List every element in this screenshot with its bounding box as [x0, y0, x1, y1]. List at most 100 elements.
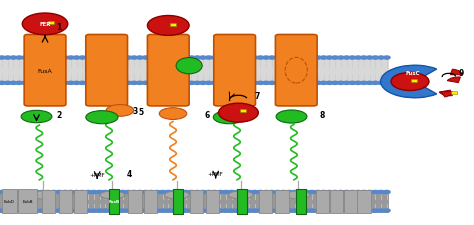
Wedge shape: [447, 78, 460, 83]
Circle shape: [246, 57, 252, 60]
Circle shape: [182, 191, 189, 194]
Circle shape: [73, 209, 80, 212]
FancyBboxPatch shape: [24, 35, 66, 106]
Circle shape: [383, 82, 390, 85]
Circle shape: [4, 82, 11, 85]
Text: FusC: FusC: [405, 71, 419, 76]
Circle shape: [372, 191, 379, 194]
Circle shape: [349, 191, 356, 194]
Circle shape: [240, 209, 246, 212]
Circle shape: [39, 209, 46, 212]
Circle shape: [286, 191, 292, 194]
Circle shape: [50, 191, 57, 194]
Circle shape: [96, 82, 103, 85]
Circle shape: [85, 82, 91, 85]
Circle shape: [223, 82, 229, 85]
Circle shape: [343, 209, 350, 212]
Circle shape: [383, 209, 390, 212]
Circle shape: [154, 209, 160, 212]
Circle shape: [39, 57, 46, 60]
Circle shape: [309, 209, 315, 212]
Circle shape: [315, 57, 321, 60]
Bar: [18, 189, 37, 213]
Bar: [59, 190, 72, 213]
Circle shape: [228, 209, 235, 212]
Circle shape: [372, 209, 379, 212]
Circle shape: [91, 82, 97, 85]
Circle shape: [269, 209, 275, 212]
Circle shape: [280, 57, 287, 60]
Circle shape: [378, 191, 384, 194]
Circle shape: [125, 209, 132, 212]
Ellipse shape: [285, 191, 310, 199]
Circle shape: [102, 82, 109, 85]
Ellipse shape: [228, 191, 253, 199]
Ellipse shape: [100, 191, 125, 199]
Text: 1: 1: [56, 22, 62, 32]
Text: 4: 4: [127, 169, 132, 178]
Circle shape: [217, 209, 224, 212]
Circle shape: [280, 209, 287, 212]
Circle shape: [177, 82, 183, 85]
Circle shape: [27, 191, 34, 194]
Circle shape: [108, 209, 114, 212]
Circle shape: [378, 82, 384, 85]
Circle shape: [343, 191, 350, 194]
Text: +PMF: +PMF: [89, 172, 105, 177]
Circle shape: [45, 82, 51, 85]
Text: +PMF: +PMF: [208, 171, 224, 176]
Text: ExbB: ExbB: [22, 199, 33, 203]
Circle shape: [194, 57, 201, 60]
Circle shape: [292, 191, 298, 194]
Circle shape: [246, 82, 252, 85]
Text: ExbD: ExbD: [4, 199, 15, 203]
Circle shape: [378, 57, 384, 60]
Circle shape: [131, 57, 137, 60]
Circle shape: [297, 191, 304, 194]
Circle shape: [96, 209, 103, 212]
Text: 7: 7: [255, 92, 260, 101]
Bar: [74, 190, 87, 213]
Circle shape: [102, 209, 109, 212]
Ellipse shape: [176, 58, 202, 74]
Circle shape: [50, 82, 57, 85]
Circle shape: [303, 57, 310, 60]
Circle shape: [263, 82, 269, 85]
Circle shape: [188, 209, 195, 212]
Ellipse shape: [159, 108, 187, 120]
Circle shape: [361, 82, 367, 85]
Circle shape: [251, 209, 258, 212]
Circle shape: [251, 191, 258, 194]
Circle shape: [234, 57, 241, 60]
Circle shape: [257, 209, 264, 212]
Circle shape: [21, 57, 28, 60]
Circle shape: [205, 57, 212, 60]
Circle shape: [211, 82, 218, 85]
Circle shape: [257, 82, 264, 85]
Circle shape: [148, 191, 155, 194]
Circle shape: [200, 57, 206, 60]
Circle shape: [205, 191, 212, 194]
Circle shape: [234, 82, 241, 85]
Circle shape: [326, 191, 333, 194]
Bar: [0, 190, 389, 213]
Text: 6: 6: [204, 111, 210, 120]
Circle shape: [326, 209, 333, 212]
Circle shape: [56, 209, 63, 212]
Circle shape: [16, 82, 22, 85]
Circle shape: [297, 57, 304, 60]
Bar: [450, 92, 456, 95]
Circle shape: [228, 57, 235, 60]
Ellipse shape: [213, 111, 245, 124]
Circle shape: [228, 191, 235, 194]
Bar: [296, 189, 306, 214]
Circle shape: [159, 82, 166, 85]
Circle shape: [67, 57, 74, 60]
Circle shape: [337, 209, 344, 212]
Circle shape: [33, 209, 40, 212]
Circle shape: [171, 191, 178, 194]
Circle shape: [85, 57, 91, 60]
Bar: [42, 190, 55, 213]
Text: 5: 5: [138, 107, 143, 116]
Circle shape: [171, 82, 178, 85]
